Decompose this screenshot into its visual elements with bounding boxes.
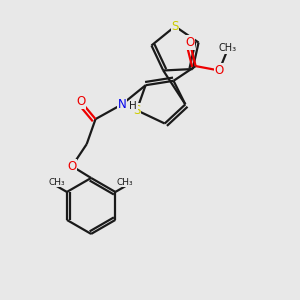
Text: O: O — [214, 64, 224, 77]
Text: O: O — [185, 36, 194, 49]
Text: S: S — [133, 104, 140, 117]
Text: CH₃: CH₃ — [117, 178, 133, 187]
Text: CH₃: CH₃ — [219, 44, 237, 53]
Text: N: N — [118, 98, 126, 111]
Text: O: O — [76, 95, 86, 108]
Text: S: S — [171, 20, 179, 33]
Text: H: H — [129, 101, 137, 111]
Text: O: O — [67, 160, 76, 173]
Text: CH₃: CH₃ — [49, 178, 66, 187]
